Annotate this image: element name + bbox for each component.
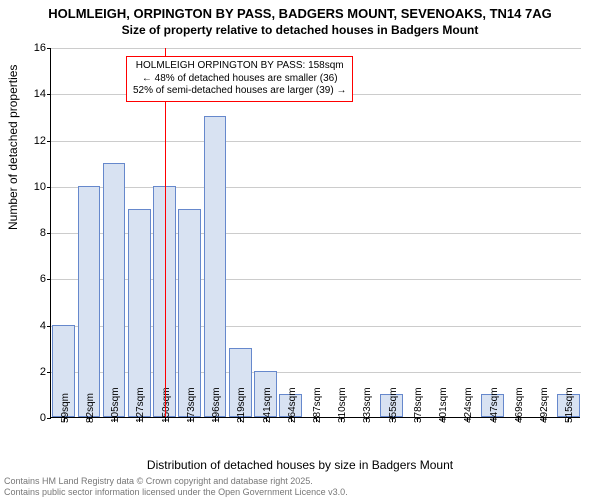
- xtick-label: 82sqm: [85, 393, 96, 423]
- ytick-label: 2: [16, 366, 46, 378]
- annotation-line: ← 48% of detached houses are smaller (36…: [133, 73, 346, 86]
- ytick-mark: [47, 326, 51, 327]
- bar: [103, 163, 126, 417]
- xtick-label: 105sqm: [110, 387, 121, 423]
- page-title: HOLMLEIGH, ORPINGTON BY PASS, BADGERS MO…: [0, 0, 600, 21]
- bar: [178, 209, 201, 417]
- footer-line2: Contains public sector information licen…: [4, 487, 596, 498]
- ytick-mark: [47, 372, 51, 373]
- plot-region: 024681012141659sqm82sqm105sqm127sqm150sq…: [50, 48, 580, 418]
- xtick-label: 515sqm: [564, 387, 575, 423]
- xtick-label: 241sqm: [262, 387, 273, 423]
- ytick-label: 10: [16, 181, 46, 193]
- xtick-label: 287sqm: [312, 387, 323, 423]
- footer-credits: Contains HM Land Registry data © Crown c…: [0, 474, 600, 500]
- ytick-label: 6: [16, 273, 46, 285]
- xtick-label: 173sqm: [186, 387, 197, 423]
- gridline: [51, 48, 581, 49]
- xtick-label: 447sqm: [489, 387, 500, 423]
- ytick-label: 14: [16, 88, 46, 100]
- annotation-line: HOLMLEIGH ORPINGTON BY PASS: 158sqm: [133, 60, 346, 73]
- xtick-label: 264sqm: [287, 387, 298, 423]
- xtick-label: 401sqm: [438, 387, 449, 423]
- ytick-label: 16: [16, 42, 46, 54]
- ytick-mark: [47, 187, 51, 188]
- bar: [128, 209, 151, 417]
- xtick-label: 492sqm: [539, 387, 550, 423]
- xtick-label: 378sqm: [413, 387, 424, 423]
- xtick-label: 424sqm: [463, 387, 474, 423]
- reference-line: [165, 48, 166, 417]
- ytick-label: 8: [16, 227, 46, 239]
- gridline: [51, 187, 581, 188]
- bar: [78, 186, 101, 417]
- ytick-mark: [47, 94, 51, 95]
- chart-area: 024681012141659sqm82sqm105sqm127sqm150sq…: [50, 48, 580, 418]
- ytick-label: 0: [16, 412, 46, 424]
- xtick-label: 355sqm: [388, 387, 399, 423]
- xtick-label: 127sqm: [135, 387, 146, 423]
- xtick-label: 219sqm: [236, 387, 247, 423]
- xtick-label: 333sqm: [362, 387, 373, 423]
- annotation-box: HOLMLEIGH ORPINGTON BY PASS: 158sqm← 48%…: [126, 56, 353, 102]
- ytick-mark: [47, 48, 51, 49]
- footer-line1: Contains HM Land Registry data © Crown c…: [4, 476, 596, 487]
- ytick-mark: [47, 418, 51, 419]
- annotation-line: 52% of semi-detached houses are larger (…: [133, 85, 346, 98]
- x-axis-label: Distribution of detached houses by size …: [0, 458, 600, 472]
- page-subtitle: Size of property relative to detached ho…: [0, 21, 600, 37]
- ytick-mark: [47, 141, 51, 142]
- gridline: [51, 141, 581, 142]
- ytick-mark: [47, 233, 51, 234]
- xtick-label: 196sqm: [211, 387, 222, 423]
- xtick-label: 59sqm: [60, 393, 71, 423]
- xtick-label: 150sqm: [161, 387, 172, 423]
- xtick-label: 469sqm: [514, 387, 525, 423]
- ytick-mark: [47, 279, 51, 280]
- xtick-label: 310sqm: [337, 387, 348, 423]
- bar: [204, 116, 227, 417]
- ytick-label: 12: [16, 135, 46, 147]
- ytick-label: 4: [16, 320, 46, 332]
